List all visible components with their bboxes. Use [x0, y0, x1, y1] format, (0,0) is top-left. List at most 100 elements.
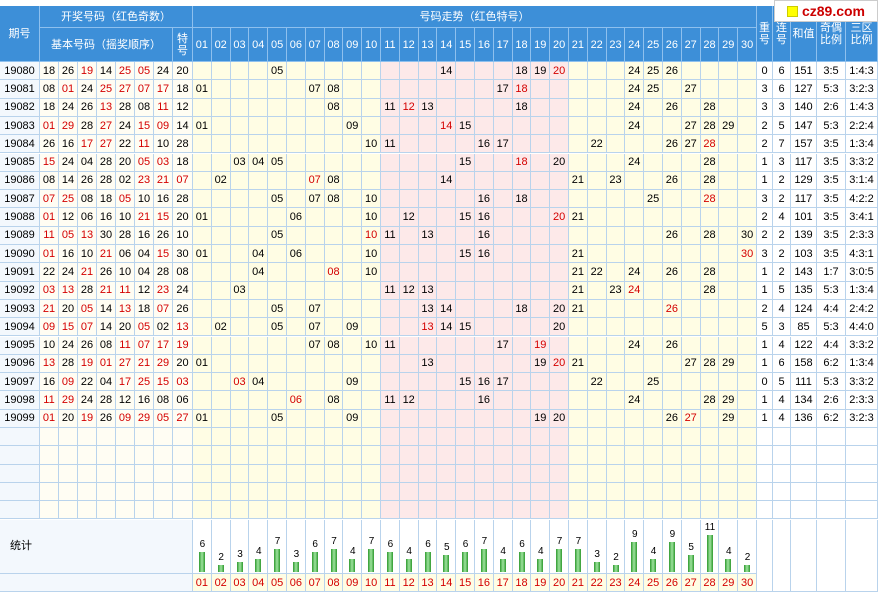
cell: 1 — [757, 409, 773, 428]
empty-cell — [211, 446, 231, 465]
empty-cell — [78, 501, 97, 520]
cell: 10 — [362, 208, 381, 227]
empty-cell — [343, 482, 363, 502]
empty-cell — [0, 482, 40, 502]
empty-cell — [606, 428, 626, 447]
cell: 15 — [135, 116, 154, 136]
empty-cell — [569, 519, 588, 574]
cell: 30 — [97, 226, 116, 245]
cell: 08 — [40, 80, 59, 99]
count-bar — [274, 548, 281, 572]
count-bar — [405, 558, 412, 572]
empty-cell — [531, 153, 551, 172]
cell: 25 — [644, 373, 663, 392]
cell: 1:7 — [817, 263, 846, 282]
empty-cell — [719, 318, 739, 337]
cell: 28 — [97, 171, 116, 191]
empty-cell — [0, 501, 40, 520]
cell: 129 — [791, 171, 817, 191]
empty-cell — [663, 391, 682, 410]
count-bar — [593, 561, 600, 572]
empty-cell — [663, 354, 682, 374]
cell: 5:3 — [817, 318, 846, 337]
empty-cell — [550, 336, 569, 355]
cell: 13 — [418, 299, 438, 319]
count-bar — [293, 561, 299, 572]
empty-cell — [418, 245, 438, 264]
empty-cell — [268, 391, 287, 410]
number-label: 19 — [531, 574, 551, 592]
empty-cell — [324, 226, 344, 245]
cell: 17 — [154, 336, 173, 355]
empty-cell — [249, 428, 269, 447]
empty-cell — [324, 373, 344, 392]
empty-cell — [550, 245, 569, 264]
empty-cell — [700, 62, 720, 81]
cell: 1:3:4 — [846, 135, 878, 154]
empty-cell — [97, 428, 116, 447]
cell: 3 — [773, 318, 791, 337]
empty-cell — [531, 98, 551, 117]
empty-cell — [381, 299, 400, 319]
empty-cell — [230, 299, 250, 319]
empty-cell — [817, 501, 846, 520]
empty-cell — [135, 482, 154, 502]
empty-cell — [817, 446, 846, 465]
cell: 2 — [773, 190, 791, 209]
empty-cell — [230, 190, 250, 209]
empty-cell — [381, 208, 400, 227]
empty-cell — [399, 336, 419, 355]
cell: 16 — [475, 135, 494, 154]
cell: 27 — [173, 409, 193, 428]
cell: 13 — [418, 226, 438, 245]
empty-cell — [493, 318, 513, 337]
cell: 2:6 — [817, 98, 846, 117]
cell: 20 — [116, 153, 135, 172]
cell: 24 — [78, 80, 97, 99]
empty-cell — [343, 446, 363, 465]
cell: 4 — [773, 299, 791, 319]
cell: 26 — [663, 171, 682, 191]
empty-cell — [78, 428, 97, 447]
empty-cell — [587, 318, 607, 337]
cell: 11 — [154, 98, 173, 117]
empty-cell — [791, 482, 817, 502]
empty-cell — [437, 226, 457, 245]
empty-cell — [456, 80, 475, 99]
empty-cell — [305, 391, 325, 410]
cell: 6 — [773, 354, 791, 374]
empty-cell — [418, 80, 438, 99]
empty-cell — [625, 409, 645, 428]
empty-cell — [305, 226, 325, 245]
empty-cell — [719, 446, 739, 465]
cell: 14 — [59, 171, 78, 191]
cell: 01 — [40, 208, 59, 227]
empty-cell — [625, 373, 645, 392]
cell: 15 — [456, 245, 475, 264]
empty-cell — [40, 446, 59, 465]
count-bar — [368, 548, 375, 572]
empty-cell — [475, 153, 494, 172]
empty-cell — [362, 62, 381, 81]
empty-cell — [493, 519, 513, 574]
empty-cell — [606, 501, 626, 520]
empty-cell — [625, 482, 645, 502]
empty-cell — [493, 245, 513, 264]
cell: 10 — [116, 263, 135, 282]
cell: 4 — [773, 336, 791, 355]
empty-cell — [625, 446, 645, 465]
cell: 10 — [40, 336, 59, 355]
empty-cell — [305, 62, 325, 81]
cell: 28 — [700, 98, 720, 117]
empty-cell — [663, 373, 682, 392]
empty-cell — [268, 373, 287, 392]
empty-cell — [418, 171, 438, 191]
empty-cell — [512, 464, 532, 483]
empty-cell — [249, 409, 269, 428]
empty-cell — [268, 336, 287, 355]
cell: 11 — [116, 281, 135, 300]
cell: 01 — [193, 80, 212, 99]
empty-cell — [531, 190, 551, 209]
empty-cell — [757, 519, 773, 592]
cell: 26 — [663, 98, 682, 117]
